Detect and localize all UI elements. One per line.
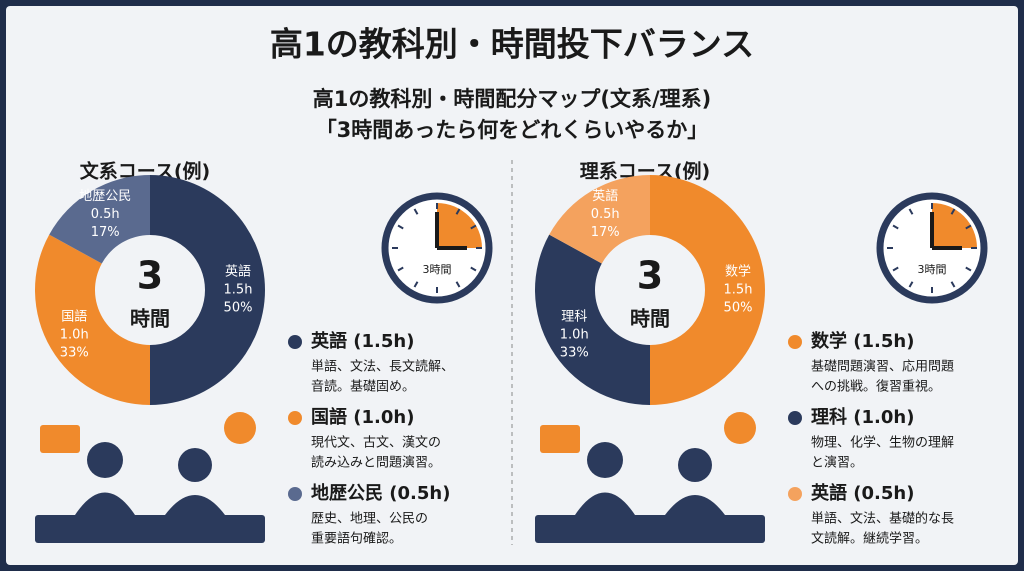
slice-label: 理科 [561,309,587,324]
legend-text: 単語、文法、長文読解、 [311,359,454,375]
slice-hours: 0.5h [91,207,120,222]
slice-percent: 17% [91,225,120,240]
slice-percent: 33% [560,345,589,360]
slice-hours: 1.5h [224,283,253,298]
legend-label: 国語 (1.0h) [311,406,414,428]
clock-tick [892,266,899,272]
slice-hours: 1.0h [60,327,89,342]
illustration-desk [535,515,765,543]
clock-label: 3時間 [423,263,452,276]
clock-wedge [437,203,482,248]
illustration-head [87,442,123,478]
slice-percent: 50% [724,301,753,316]
illustration-book [40,425,80,453]
slice-hours: 0.5h [591,207,620,222]
legend-text: 読み込みと問題演習。 [311,455,441,471]
clock-tick [965,224,972,230]
legend-dot [788,487,802,501]
legend-text: 物理、化学、生物の理解 [811,435,954,451]
legend-text: と演習。 [811,455,863,471]
clock-tick [413,281,419,288]
slice [535,234,650,405]
panel [6,6,1018,565]
legend-text: への挑戦。復習重視。 [811,379,941,395]
slice-label: 数学 [725,264,751,280]
clock-tick [908,208,914,215]
clock-wedge [932,203,977,248]
legend-dot [288,411,302,425]
clock-label: 3時間 [918,263,947,276]
center-value: 3 [137,254,163,298]
slice [549,175,650,264]
slice-percent: 33% [60,345,89,360]
slice-label: 英語 [592,188,618,204]
subtitle: 高1の教科別・時間配分マップ(文系/理系) [313,87,711,111]
legend-text: 重要語句確認。 [311,531,402,547]
legend-text: 文読解。継続学習。 [811,531,928,547]
center-unit: 時間 [630,307,670,331]
clock-tick [413,208,419,215]
slice [650,175,765,405]
illustration-body [665,495,725,515]
illustration-head [678,448,712,482]
legend-dot [788,335,802,349]
illustration-globe [224,412,256,444]
slice [150,175,265,405]
slice [34,234,150,405]
illustration-globe [724,412,756,444]
legend-dot [288,335,302,349]
center-unit: 時間 [130,307,170,331]
legend-label: 数学 (1.5h) [811,330,914,352]
clock-tick [908,281,914,288]
clock-tick [455,281,461,288]
illustration-body [165,495,225,515]
clock-tick [950,208,956,215]
center-value: 3 [637,254,663,298]
slice-label: 地歴公民 [79,189,131,204]
clock-tick [470,266,477,272]
chart-title: 理系コース(例) [580,160,710,183]
clock-tick [455,208,461,215]
legend-text: 歴史、地理、公民の [311,512,428,527]
legend-dot [288,487,302,501]
legend-label: 地歴公民 (0.5h) [311,482,450,504]
slice-percent: 50% [224,301,253,316]
illustration-body [75,492,135,515]
subtitle: 「3時間あったら何をどれくらいやるか」 [316,118,709,142]
clock-tick [470,224,477,230]
clock-tick [397,266,404,272]
legend-label: 英語 (0.5h) [810,482,914,504]
illustration-head [587,442,623,478]
slice-hours: 1.5h [724,283,753,298]
legend-text: 基礎問題演習、応用問題 [811,359,954,375]
slice-percent: 17% [591,225,620,240]
illustration-desk [35,515,265,543]
slice-label: 国語 [61,308,87,324]
legend-label: 英語 (1.5h) [310,330,414,352]
chart-title: 文系コース(例) [80,160,210,183]
legend-text: 現代文、古文、漢文の [311,436,441,451]
title: 高1の教科別・時間投下バランス [270,25,754,64]
legend-dot [788,411,802,425]
legend-text: 単語、文法、基礎的な長 [811,511,954,527]
slice-label: 英語 [225,264,251,280]
clock-tick [950,281,956,288]
illustration-head [178,448,212,482]
slice-hours: 1.0h [560,327,589,342]
legend-text: 音読。基礎固め。 [311,379,415,395]
clock-tick [892,224,899,230]
illustration-book [540,425,580,453]
illustration-body [575,492,635,515]
clock-tick [397,224,404,230]
clock-tick [965,266,972,272]
legend-label: 理科 (1.0h) [811,406,914,428]
slice [49,175,150,264]
